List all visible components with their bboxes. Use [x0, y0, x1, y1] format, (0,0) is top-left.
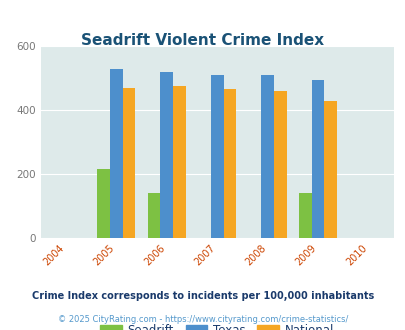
Bar: [210, 75, 223, 238]
Bar: [110, 69, 122, 238]
Bar: [97, 169, 110, 238]
Text: © 2025 CityRating.com - https://www.cityrating.com/crime-statistics/: © 2025 CityRating.com - https://www.city…: [58, 315, 347, 324]
Bar: [160, 72, 173, 238]
Bar: [311, 80, 324, 238]
Bar: [147, 193, 160, 238]
Bar: [261, 75, 273, 238]
Bar: [298, 193, 311, 238]
Bar: [223, 89, 236, 238]
Text: Crime Index corresponds to incidents per 100,000 inhabitants: Crime Index corresponds to incidents per…: [32, 291, 373, 301]
Bar: [122, 88, 135, 238]
Legend: Seadrift, Texas, National: Seadrift, Texas, National: [100, 324, 333, 330]
Bar: [324, 101, 336, 238]
Text: Seadrift Violent Crime Index: Seadrift Violent Crime Index: [81, 33, 324, 48]
Bar: [273, 91, 286, 238]
Bar: [173, 86, 185, 238]
